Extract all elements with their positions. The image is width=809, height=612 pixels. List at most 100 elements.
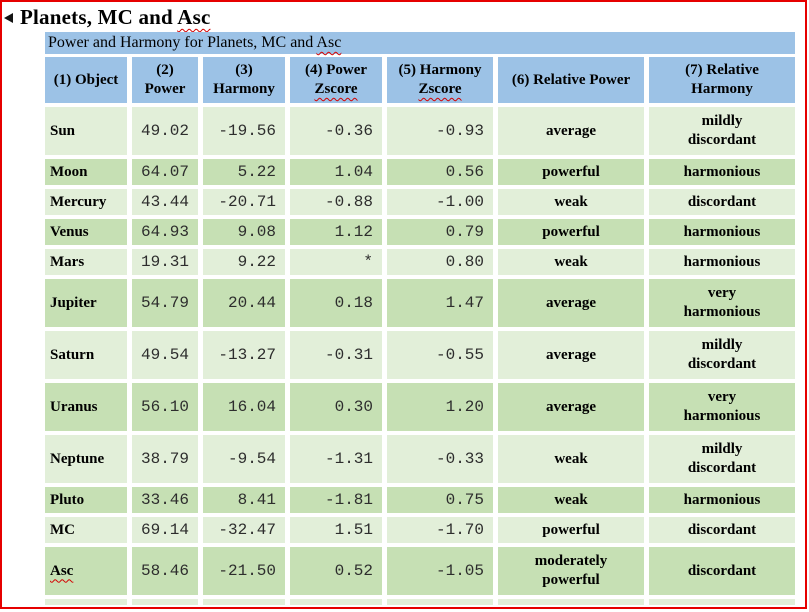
table-row-pluto: Pluto 33.46 8.41 -1.81 0.75 weak harmonious (45, 487, 795, 513)
harmony_zscore-cell: -0.55 (387, 331, 493, 379)
relative-harmony-cell: discordant (649, 189, 795, 215)
object-cell: Asc (45, 547, 127, 595)
harmony_zscore-cell: -1.05 (387, 547, 493, 595)
relative-harmony-cell: mildly discordant (649, 107, 795, 155)
table-row-mercury: Mercury 43.44 -20.71 -0.88 -1.00 weak discorda… (45, 189, 795, 215)
column-header: (2) Power (132, 57, 198, 103)
power_zscore-cell: -0.88 (290, 189, 382, 215)
power-cell: 69.14 (132, 517, 198, 543)
relative-harmony-cell: harmonious (649, 159, 795, 185)
object-cell: Mercury (45, 189, 127, 215)
table-row-venus: Venus 64.93 9.08 1.12 0.79 powerful harmonious (45, 219, 795, 245)
relative-power-cell: weak (498, 435, 644, 483)
harmony_zscore-cell: -0.33 (387, 435, 493, 483)
object-cell: Uranus (45, 383, 127, 431)
power-cell: 19.31 (132, 249, 198, 275)
misspelled-word: Zscore (314, 81, 358, 97)
relative-harmony-cell: discordant (649, 547, 795, 595)
relative-power-cell: powerful (498, 159, 644, 185)
object-cell: Saturn (45, 331, 127, 379)
harmony-cell: -32.47 (203, 517, 285, 543)
object-cell: Pluto (45, 487, 127, 513)
harmony-cell: -9.54 (203, 435, 285, 483)
harmony_zscore-cell: 1.20 (387, 383, 493, 431)
table-row-asc: Asc 58.46 -21.50 0.52 -1.05 moderately powerf… (45, 547, 795, 595)
column-header: (7) Relative Harmony (649, 57, 795, 103)
misspelled-word: Asc (177, 5, 211, 29)
relative-power-cell: average (498, 383, 644, 431)
harmony-cell: 5.22 (203, 159, 285, 185)
table-row-moon: Moon 64.07 5.22 1.04 0.56 powerful harmonious (45, 159, 795, 185)
power_zscore-cell: -0.31 (290, 331, 382, 379)
power_zscore-cell: * (290, 249, 382, 275)
harmony_zscore-cell: -1.00 (387, 189, 493, 215)
column-header: (4) Power Zscore (290, 57, 382, 103)
power_zscore-cell: 0.52 (290, 547, 382, 595)
relative-harmony-cell: harmonious (649, 219, 795, 245)
table-row-uranus: Uranus 56.10 16.04 0.30 1.20 average very harm… (45, 383, 795, 431)
harmony-cell: 16.04 (203, 383, 285, 431)
power_zscore-cell: 0.30 (290, 383, 382, 431)
harmony-cell: -21.50 (203, 547, 285, 595)
harmony-cell: 8.41 (203, 487, 285, 513)
relative-power-cell: average (498, 279, 644, 327)
relative-power-cell: average (498, 331, 644, 379)
report-content: Power and Harmony for Planets, MC and As… (45, 32, 795, 605)
table-row-saturn: Saturn 49.54 -13.27 -0.31 -0.55 average mildly… (45, 331, 795, 379)
relative-power-cell: weak (498, 189, 644, 215)
table-caption: Power and Harmony for Planets, MC and As… (45, 32, 795, 54)
power_zscore-cell: 1.12 (290, 219, 382, 245)
relative-power-cell: powerful (498, 219, 644, 245)
power_zscore-cell: -1.31 (290, 435, 382, 483)
relative-power-cell: weak (498, 249, 644, 275)
partial-cell (203, 599, 285, 605)
table-row-sun: Sun 49.02 -19.56 -0.36 -0.93 average mildly di… (45, 107, 795, 155)
object-cell: Mars (45, 249, 127, 275)
relative-harmony-cell: mildly discordant (649, 331, 795, 379)
object-cell: Sun (45, 107, 127, 155)
object-cell: Moon (45, 159, 127, 185)
harmony-cell: -20.71 (203, 189, 285, 215)
page-title: Planets, MC and Asc (20, 5, 211, 29)
partial-cell (387, 599, 493, 605)
power-cell: 56.10 (132, 383, 198, 431)
collapse-triangle-icon[interactable] (4, 12, 13, 23)
misspelled-word: Zscore (418, 81, 462, 97)
harmony_zscore-cell: -1.70 (387, 517, 493, 543)
relative-harmony-cell: harmonious (649, 249, 795, 275)
column-header: (6) Relative Power (498, 57, 644, 103)
relative-harmony-cell: mildly discordant (649, 435, 795, 483)
harmony-cell: -13.27 (203, 331, 285, 379)
object-cell: MC (45, 517, 127, 543)
power-cell: 54.79 (132, 279, 198, 327)
partial-cell (132, 599, 198, 605)
heading-row: Planets, MC and Asc (4, 5, 210, 30)
object-cell: Venus (45, 219, 127, 245)
power-cell: 33.46 (132, 487, 198, 513)
column-header: (1) Object (45, 57, 127, 103)
power-cell: 64.07 (132, 159, 198, 185)
harmony-cell: -19.56 (203, 107, 285, 155)
power-cell: 49.02 (132, 107, 198, 155)
object-cell: Neptune (45, 435, 127, 483)
partial-cell (498, 599, 644, 605)
power-cell: 64.93 (132, 219, 198, 245)
harmony_zscore-cell: 0.56 (387, 159, 493, 185)
relative-harmony-cell: discordant (649, 517, 795, 543)
harmony_zscore-cell: 0.75 (387, 487, 493, 513)
table-row-mars: Mars 19.31 9.22 * 0.80 weak harmonious (45, 249, 795, 275)
power_zscore-cell: 1.51 (290, 517, 382, 543)
table-row-neptune: Neptune 38.79 -9.54 -1.31 -0.33 weak mildly di… (45, 435, 795, 483)
partial-cell (45, 599, 127, 605)
power_zscore-cell: -0.36 (290, 107, 382, 155)
column-header: (3) Harmony (203, 57, 285, 103)
power_zscore-cell: -1.81 (290, 487, 382, 513)
table-row-mc: MC 69.14 -32.47 1.51 -1.70 powerful discordant (45, 517, 795, 543)
harmony_zscore-cell: -0.93 (387, 107, 493, 155)
misspelled-word: Asc (316, 34, 342, 51)
power_zscore-cell: 1.04 (290, 159, 382, 185)
object-cell: Jupiter (45, 279, 127, 327)
power-cell: 49.54 (132, 331, 198, 379)
partial-cell (649, 599, 795, 605)
relative-power-cell: moderately powerful (498, 547, 644, 595)
